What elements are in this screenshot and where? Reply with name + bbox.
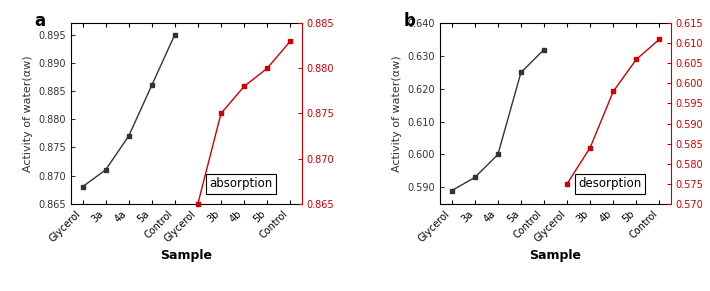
Y-axis label: Activity of water(αw): Activity of water(αw) xyxy=(392,55,402,172)
Text: a: a xyxy=(34,13,45,31)
X-axis label: Sample: Sample xyxy=(530,249,581,262)
X-axis label: Sample: Sample xyxy=(160,249,212,262)
Text: b: b xyxy=(403,13,415,31)
Text: absorption: absorption xyxy=(209,178,273,191)
Text: desorption: desorption xyxy=(579,178,642,191)
Y-axis label: Activity of water(αw): Activity of water(αw) xyxy=(23,55,33,172)
